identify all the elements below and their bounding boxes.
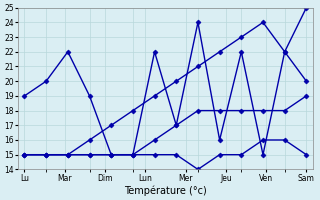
X-axis label: Température (°c): Température (°c)	[124, 185, 207, 196]
